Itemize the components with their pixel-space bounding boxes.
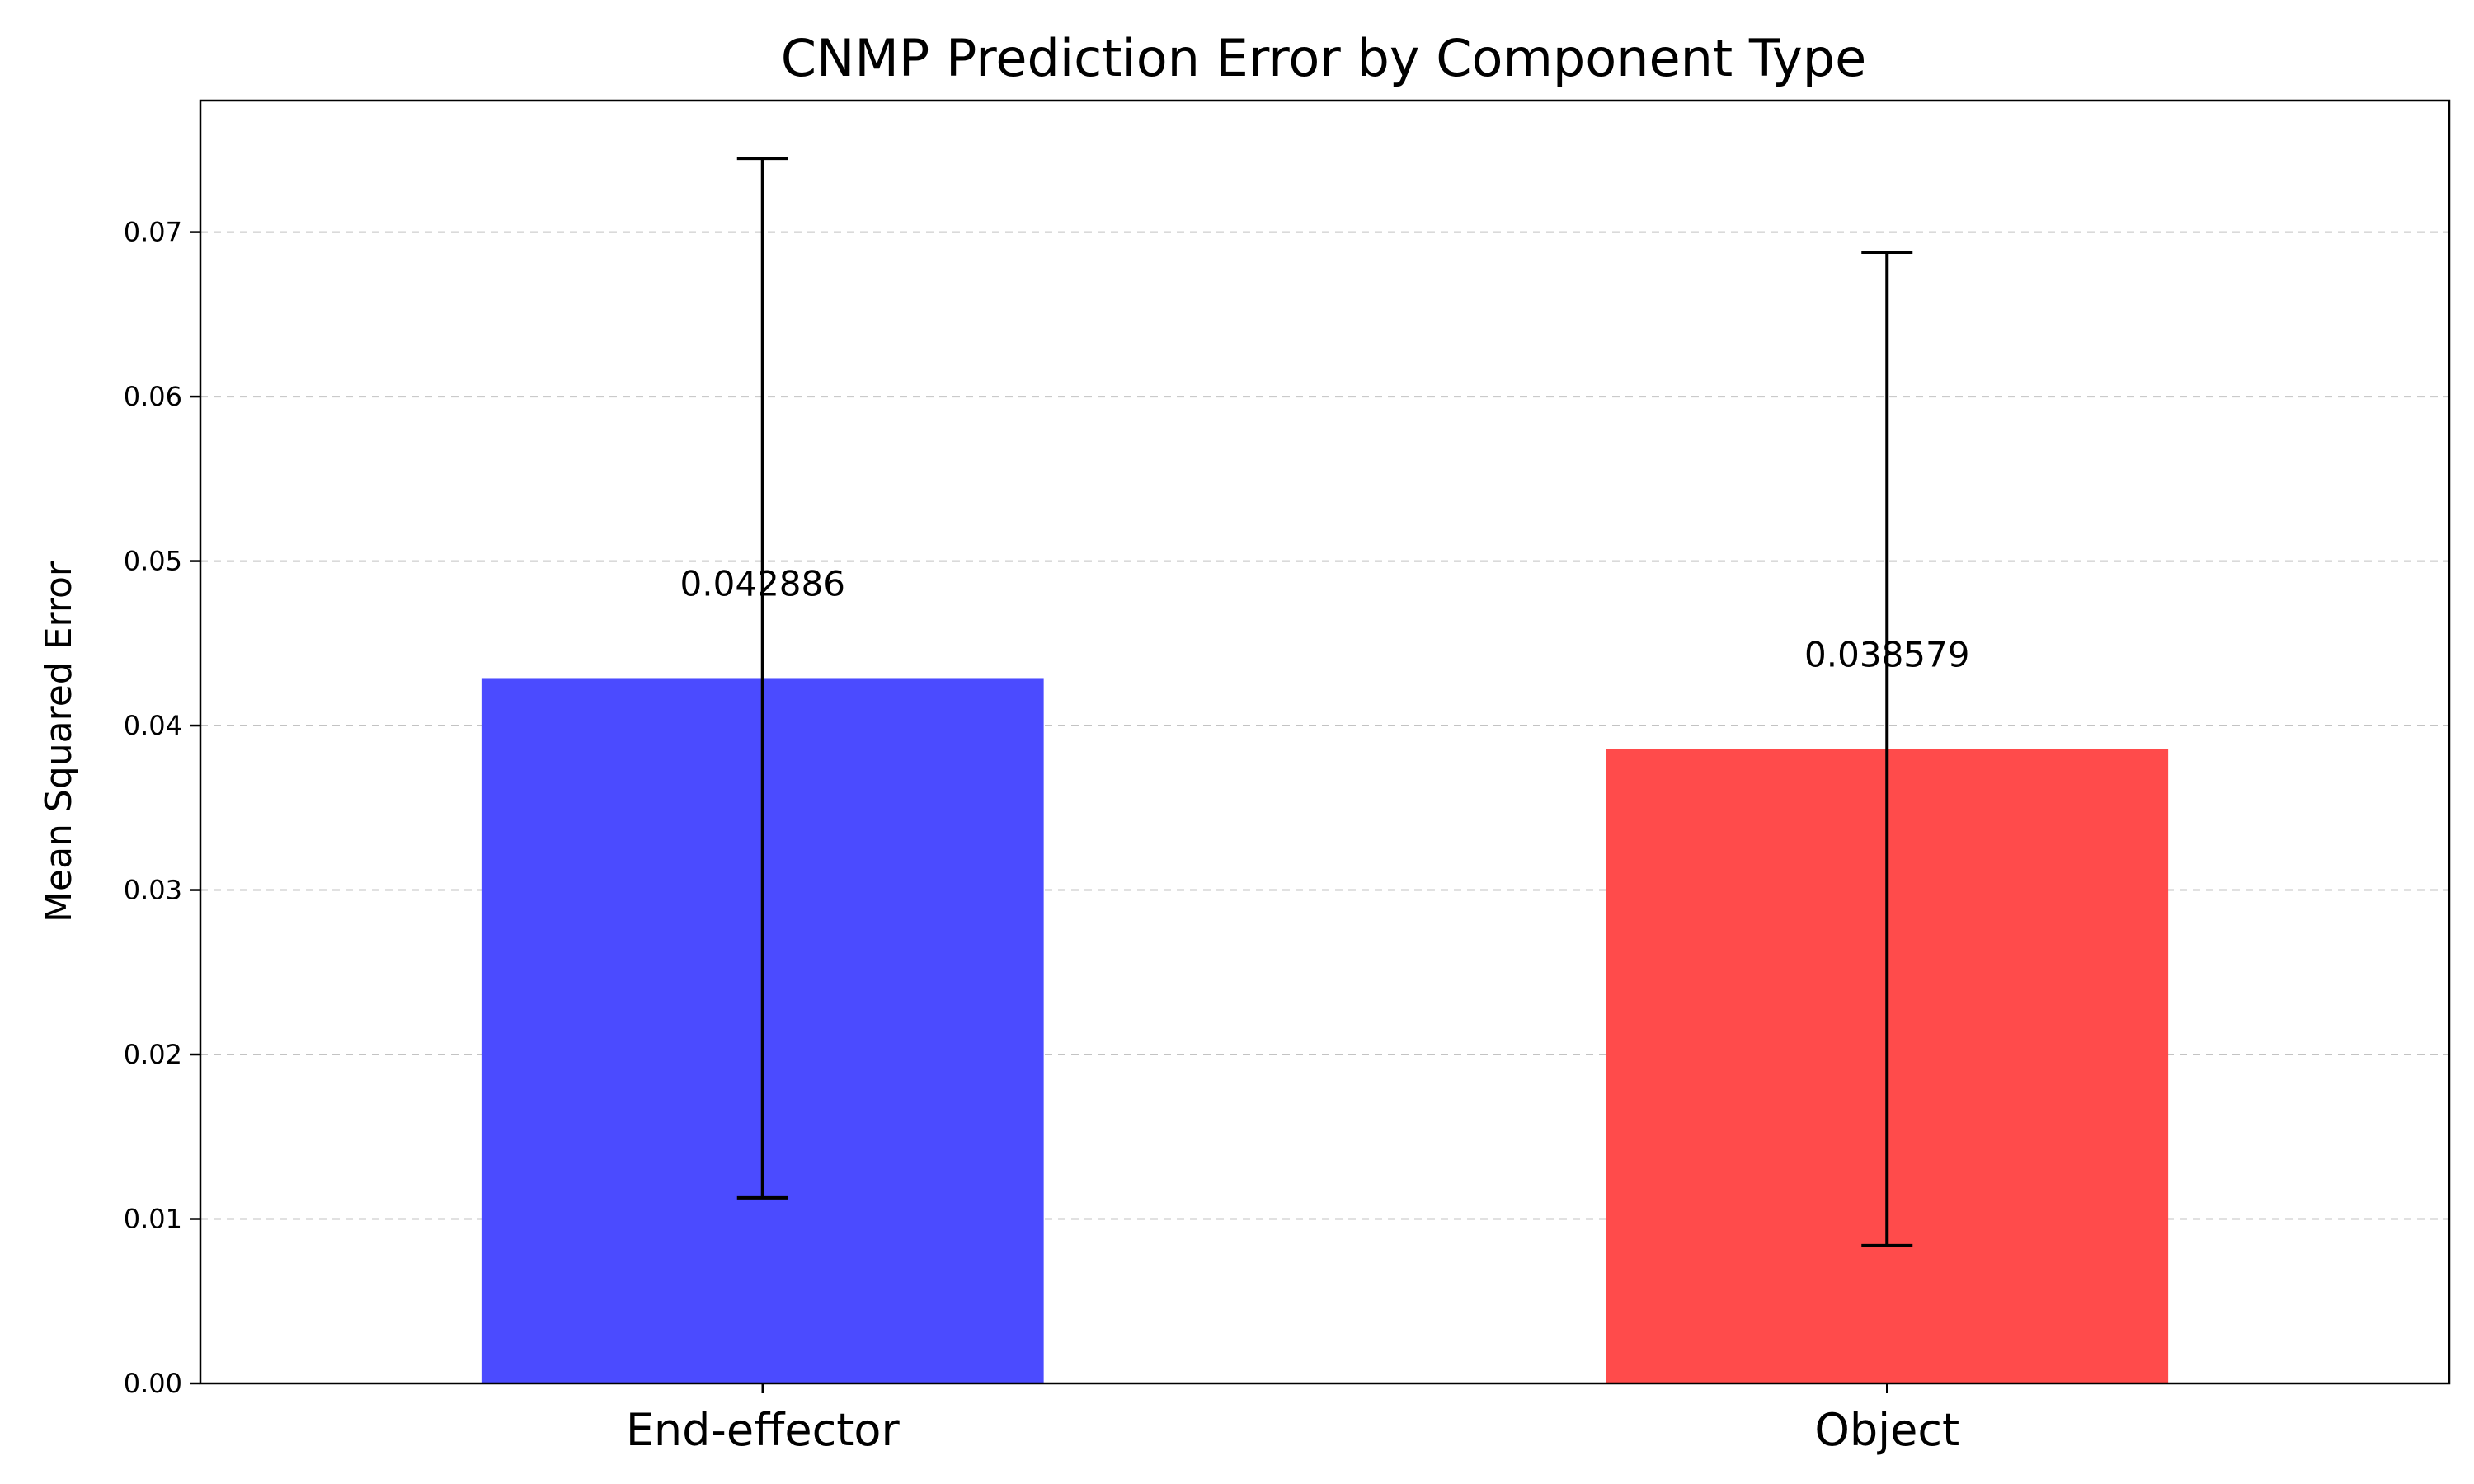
plot-frame: [199, 99, 2451, 1385]
error-bar: [1861, 250, 1913, 1247]
data-label: 0.042886: [680, 564, 845, 604]
axes: [199, 99, 2451, 1385]
data-label: 0.038579: [1804, 635, 1969, 675]
error-bar: [736, 157, 788, 1200]
y-tick-label: 0.02: [124, 1039, 182, 1070]
y-tick-label: 0.00: [124, 1368, 182, 1399]
data-labels: 0.042886 0.038579: [680, 564, 1970, 675]
chart-title: CNMP Prediction Error by Component Type: [781, 28, 1867, 88]
y-tick-label: 0.05: [124, 546, 182, 577]
y-tick-label: 0.06: [124, 381, 182, 412]
y-tick-label: 0.04: [124, 710, 182, 741]
ticks: 0.00 0.01 0.02 0.03 0.04 0.05 0.06 0.07 End-effe…: [124, 217, 1959, 1456]
x-tick-label: Object: [1814, 1404, 1959, 1456]
y-tick-label: 0.01: [124, 1204, 182, 1235]
y-tick-label: 0.03: [124, 875, 182, 906]
x-tick-label: End-effector: [626, 1404, 901, 1456]
error-bars: [736, 157, 1913, 1247]
y-tick-label: 0.07: [124, 217, 182, 248]
y-axis-label: Mean Squared Error: [38, 561, 80, 923]
bars: [481, 678, 2169, 1383]
